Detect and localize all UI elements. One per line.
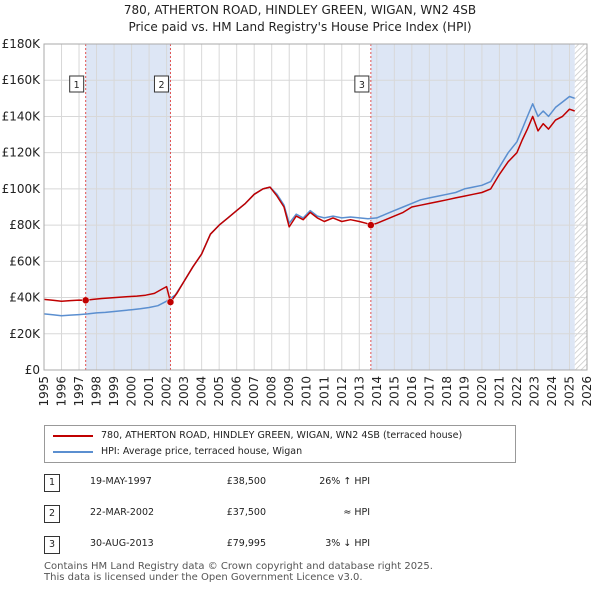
transaction-number-badge: 1 [44, 474, 60, 492]
y-tick-label: £160K [2, 73, 42, 87]
x-tick-label: 2012 [335, 376, 349, 407]
sale-point [81, 296, 90, 305]
transaction-hpi-diff: ≈ HPI [343, 507, 370, 518]
x-tick-label: 2020 [475, 376, 489, 407]
legend-label-property: 780, ATHERTON ROAD, HINDLEY GREEN, WIGAN… [101, 430, 463, 441]
price-chart: £0 £20K £40K £60K £80K £100K £120K £140K £160K £1… [2, 37, 594, 407]
sale-badge-label: 2 [158, 80, 164, 91]
x-tick-label: 2009 [282, 376, 296, 407]
hpi-series-line [44, 95, 575, 317]
x-tick-label: 2014 [370, 376, 384, 407]
legend-item-property: 780, ATHERTON ROAD, HINDLEY GREEN, WIGAN… [53, 429, 513, 443]
transaction-date: 19-MAY-1997 [90, 476, 152, 487]
x-tick-label: 2011 [317, 376, 331, 407]
legend-label-hpi: HPI: Average price, terraced house, Wiga… [101, 446, 303, 457]
y-tick-label: £100K [2, 182, 42, 196]
x-tick-label: 2001 [142, 376, 156, 407]
y-tick-label: £120K [2, 146, 42, 160]
y-tick-label: £140K [2, 109, 42, 123]
x-tick-label: 2005 [212, 376, 226, 407]
sale-point [367, 221, 375, 229]
x-tick-label: 2024 [545, 376, 559, 407]
series-group [44, 95, 575, 317]
ownership-shade [85, 44, 171, 370]
y-tick-label: £20K [9, 327, 41, 341]
x-tick-label: 2017 [422, 376, 436, 407]
transaction-date: 22-MAR-2002 [90, 507, 155, 518]
transaction-price: £38,500 [226, 476, 266, 487]
sale-badge-box [354, 75, 370, 93]
y-tick-label: £40K [9, 291, 41, 305]
x-tick-label: 2026 [580, 376, 594, 407]
x-tick-label: 2019 [457, 376, 471, 407]
x-tick-label: 2008 [265, 376, 279, 407]
legend-swatch-hpi [53, 451, 93, 453]
sale-badge-label: 1 [74, 80, 80, 91]
x-tick-label: 2007 [247, 376, 261, 407]
y-tick-label: £180K [2, 37, 42, 51]
transaction-date: 30-AUG-2013 [90, 538, 154, 549]
chart-subtitle: Price paid vs. HM Land Registry's House … [128, 20, 472, 34]
y-tick-label: £60K [9, 254, 41, 268]
legend-swatch-property [53, 435, 93, 437]
transaction-number-badge: 3 [44, 536, 60, 554]
transaction-price: £79,995 [226, 538, 266, 549]
forecast-hatch [574, 44, 587, 370]
sale-badge-label: 3 [359, 80, 365, 91]
footer-licence: This data is licensed under the Open Gov… [44, 572, 363, 583]
x-tick-label: 2018 [440, 376, 454, 407]
x-tick-label: 2015 [387, 376, 401, 407]
transaction-hpi-diff: 26% ↑ HPI [319, 476, 370, 487]
y-tick-label: £0 [25, 363, 40, 377]
y-tick-label: £80K [9, 218, 41, 232]
x-tick-label: 2006 [230, 376, 244, 407]
x-tick-label: 2010 [300, 376, 314, 407]
transaction-number-badge: 2 [44, 505, 60, 523]
transaction-hpi-diff: 3% ↓ HPI [325, 538, 370, 549]
x-tick-label: 1995 [37, 376, 51, 407]
x-tick-label: 1999 [107, 376, 121, 407]
x-tick-label: 2003 [177, 376, 191, 407]
x-tick-label: 2016 [405, 376, 419, 407]
property-series-line [44, 108, 575, 303]
transaction-row: 1 19-MAY-1997 £38,500 26% ↑ HPI [0, 472, 600, 494]
x-tick-label: 2023 [527, 376, 541, 407]
x-tick-label: 2022 [510, 376, 524, 407]
sale-badge-box [69, 75, 85, 93]
legend-item-hpi: HPI: Average price, terraced house, Wiga… [53, 445, 513, 459]
x-tick-label: 1998 [90, 376, 104, 407]
x-tick-label: 2004 [195, 376, 209, 407]
x-tick-label: 2002 [160, 376, 174, 407]
chart-legend: 780, ATHERTON ROAD, HINDLEY GREEN, WIGAN… [44, 425, 516, 463]
x-tick-label: 2000 [125, 376, 139, 407]
transaction-price: £37,500 [226, 507, 266, 518]
plot-border [43, 43, 588, 371]
x-tick-label: 2013 [352, 376, 366, 407]
x-tick-label: 2025 [562, 376, 576, 407]
sale-badge-box [153, 75, 169, 93]
transaction-row: 3 30-AUG-2013 £79,995 3% ↓ HPI [0, 534, 600, 556]
footer-copyright: Contains HM Land Registry data © Crown c… [44, 561, 433, 572]
chart-title-address: 780, ATHERTON ROAD, HINDLEY GREEN, WIGAN… [123, 3, 477, 17]
x-tick-label: 1997 [72, 376, 86, 407]
transaction-row: 2 22-MAR-2002 £37,500 ≈ HPI [0, 503, 600, 525]
x-tick-label: 2021 [492, 376, 506, 407]
x-tick-label: 1996 [55, 376, 69, 407]
sale-point [166, 298, 175, 306]
